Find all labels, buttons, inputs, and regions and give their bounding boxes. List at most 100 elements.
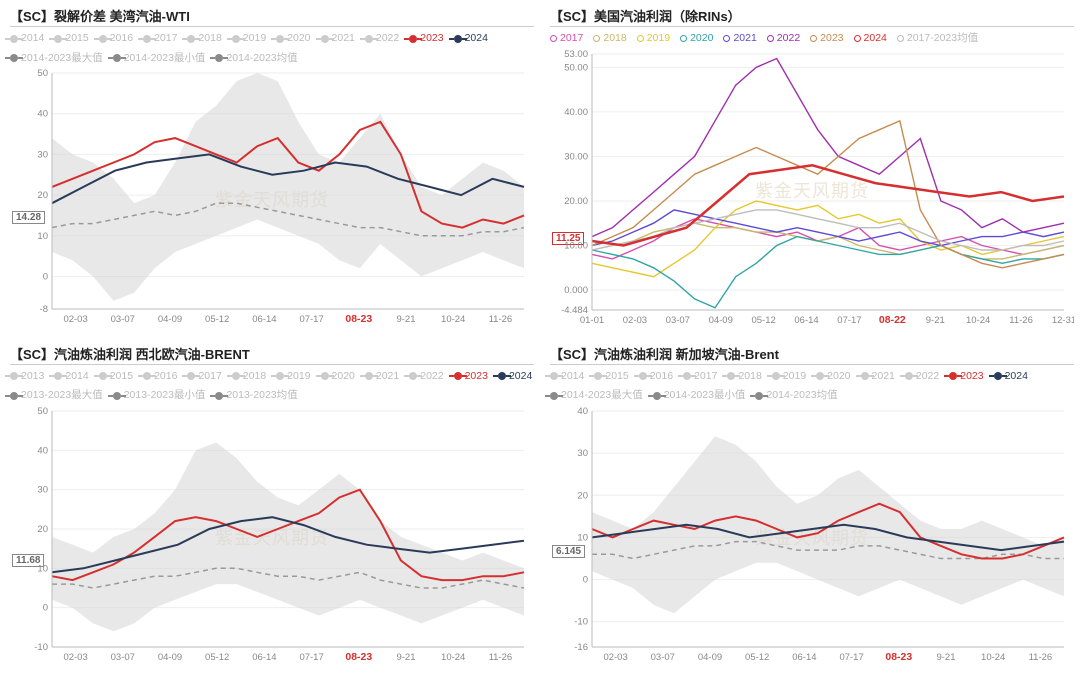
svg-text:11-26: 11-26: [489, 314, 513, 325]
svg-text:02-03: 02-03: [63, 314, 87, 325]
svg-text:40.00: 40.00: [564, 107, 588, 118]
svg-text:07-17: 07-17: [299, 314, 323, 325]
panel-title: 【SC】汽油炼油利润 新加坡汽油-Brent: [550, 344, 1074, 365]
legend-item: 2014-2023最大值: [550, 389, 643, 403]
legend-item: 2017: [187, 370, 221, 384]
dashboard-grid: 【SC】裂解价差 美湾汽油-WTI20142015201620172018201…: [0, 0, 1080, 675]
svg-text:06-14: 06-14: [794, 315, 818, 326]
svg-text:9-21: 9-21: [396, 314, 415, 325]
svg-text:9-21: 9-21: [936, 652, 955, 663]
svg-text:06-14: 06-14: [792, 652, 816, 663]
legend-item: 2017: [550, 32, 583, 46]
svg-text:04-09: 04-09: [698, 652, 722, 663]
svg-text:0.000: 0.000: [564, 285, 588, 296]
chart-area: 紫金天风期货11.68-100102030405002-0303-0704-09…: [10, 405, 534, 669]
legend-item: 2024: [994, 370, 1028, 384]
svg-text:05-12: 05-12: [751, 315, 775, 326]
panel-title: 【SC】汽油炼油利润 西北欧汽油-BRENT: [10, 344, 534, 365]
svg-text:-8: -8: [40, 304, 48, 315]
svg-text:10-24: 10-24: [966, 315, 990, 326]
svg-text:-10: -10: [34, 642, 48, 653]
chart: -16-1001020304002-0303-0704-0905-1206-14…: [550, 405, 1074, 669]
legend-item: 2018: [727, 370, 761, 384]
svg-text:03-07: 03-07: [651, 652, 675, 663]
legend-item: 2022: [767, 32, 800, 46]
svg-text:08-23: 08-23: [345, 313, 372, 325]
legend-item: 2017: [683, 370, 717, 384]
svg-text:11-26: 11-26: [1029, 652, 1053, 663]
svg-text:11-26: 11-26: [489, 652, 513, 663]
legend-item: 2019: [276, 370, 310, 384]
legend-item: 2014: [10, 32, 44, 46]
legend-item: 2022: [905, 370, 939, 384]
svg-text:30: 30: [37, 484, 48, 495]
svg-text:11-26: 11-26: [1009, 315, 1033, 326]
legend-item: 2021: [861, 370, 895, 384]
chart: -80102030405002-0303-0704-0905-1206-1407…: [10, 67, 534, 331]
legend-item: 2014-2023均值: [215, 52, 297, 66]
panel-1: 【SC】美国汽油利润（除RINs）20172018201920202021202…: [540, 0, 1080, 338]
legend-item: 2021: [365, 370, 399, 384]
legend-item: 2020: [816, 370, 850, 384]
svg-text:40: 40: [37, 445, 48, 456]
legend-item: 2023: [409, 32, 443, 46]
svg-text:-16: -16: [574, 642, 588, 653]
svg-text:03-07: 03-07: [111, 314, 135, 325]
svg-text:10: 10: [37, 563, 48, 574]
svg-text:02-03: 02-03: [63, 652, 87, 663]
svg-text:50: 50: [37, 68, 48, 79]
svg-text:20.00: 20.00: [564, 196, 588, 207]
legend-item: 2015: [594, 370, 628, 384]
legend-item: 2024: [454, 32, 488, 46]
panel-2: 【SC】汽油炼油利润 西北欧汽油-BRENT201320142015201620…: [0, 338, 540, 675]
svg-text:07-17: 07-17: [837, 315, 861, 326]
legend-item: 2020: [321, 370, 355, 384]
svg-text:10.00: 10.00: [564, 240, 588, 251]
svg-text:04-09: 04-09: [158, 652, 182, 663]
svg-text:53.00: 53.00: [564, 49, 588, 60]
svg-text:02-03: 02-03: [623, 315, 647, 326]
svg-text:20: 20: [37, 190, 48, 201]
legend-item: 2014: [550, 370, 584, 384]
svg-text:20: 20: [577, 490, 588, 501]
legend-item: 2013: [10, 370, 44, 384]
svg-text:05-12: 05-12: [745, 652, 769, 663]
svg-text:10: 10: [37, 231, 48, 242]
svg-text:-10: -10: [574, 616, 588, 627]
legend-item: 2021: [321, 32, 355, 46]
legend: 2014201520162017201820192020202120222023…: [10, 32, 534, 65]
svg-text:03-07: 03-07: [666, 315, 690, 326]
svg-text:05-12: 05-12: [205, 652, 229, 663]
legend-item: 2021: [723, 32, 756, 46]
legend-item: 2019: [232, 32, 266, 46]
svg-text:04-09: 04-09: [158, 314, 182, 325]
legend-item: 2024: [498, 370, 532, 384]
svg-text:50.00: 50.00: [564, 62, 588, 73]
panel-title: 【SC】裂解价差 美湾汽油-WTI: [10, 6, 534, 27]
legend-item: 2023: [454, 370, 488, 384]
legend-item: 2023: [810, 32, 843, 46]
legend-item: 2019: [772, 370, 806, 384]
svg-text:02-03: 02-03: [603, 652, 627, 663]
svg-text:0: 0: [43, 602, 48, 613]
legend: 2013201420152016201720182019202020212022…: [10, 370, 534, 403]
legend-item: 2020: [276, 32, 310, 46]
svg-text:12-31: 12-31: [1052, 315, 1074, 326]
legend-item: 2014-2023最小值: [113, 52, 206, 66]
legend-item: 2015: [99, 370, 133, 384]
legend-item: 2016: [143, 370, 177, 384]
svg-text:07-17: 07-17: [299, 652, 323, 663]
svg-text:08-23: 08-23: [885, 651, 912, 663]
svg-text:03-07: 03-07: [111, 652, 135, 663]
svg-text:0: 0: [43, 272, 48, 283]
chart-area: 紫金天风期货14.28-80102030405002-0303-0704-090…: [10, 67, 534, 331]
chart-area: 紫金天风期货11.25-4.4840.00010.0020.0030.0040.…: [550, 48, 1074, 332]
legend-item: 2017: [143, 32, 177, 46]
legend-item: 2022: [365, 32, 399, 46]
svg-text:0: 0: [583, 574, 588, 585]
legend-item: 2014-2023最大值: [10, 52, 103, 66]
legend-item: 2024: [854, 32, 887, 46]
svg-text:05-12: 05-12: [205, 314, 229, 325]
svg-text:08-22: 08-22: [879, 314, 906, 326]
svg-text:01-01: 01-01: [580, 315, 604, 326]
